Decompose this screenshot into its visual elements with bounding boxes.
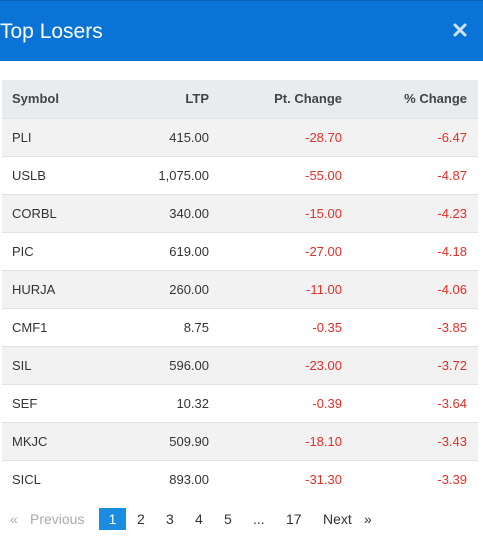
ltp-cell: 509.90 (122, 421, 209, 460)
table-row[interactable]: CMF1 8.75 -0.35 -3.85 (2, 307, 478, 346)
pct-change-cell: -4.18 (342, 231, 478, 270)
pt-change-cell: -28.70 (209, 117, 342, 156)
next-page-link[interactable]: Next (323, 511, 352, 527)
symbol-cell: PLI (2, 117, 122, 156)
symbol-cell: SICL (2, 459, 122, 498)
ltp-cell: 893.00 (122, 459, 209, 498)
pt-change-cell: -11.00 (209, 269, 342, 308)
symbol-cell: CMF1 (2, 307, 122, 346)
modal-header: Top Losers (0, 0, 483, 61)
ltp-cell: 340.00 (122, 193, 209, 232)
symbol-cell: SEF (2, 383, 122, 422)
page-link-2[interactable]: 2 (137, 511, 145, 527)
table-row[interactable]: PLI 415.00 -28.70 -6.47 (2, 117, 478, 156)
pt-change-cell: -15.00 (209, 193, 342, 232)
pct-change-cell: -4.23 (342, 193, 478, 232)
ltp-cell: 10.32 (122, 383, 209, 422)
table-row[interactable]: PIC 619.00 -27.00 -4.18 (2, 231, 478, 270)
table-row[interactable]: CORBL 340.00 -15.00 -4.23 (2, 193, 478, 232)
first-page-link[interactable]: « (10, 511, 18, 527)
pt-change-cell: -31.30 (209, 459, 342, 498)
column-header-ltp[interactable]: LTP (122, 80, 209, 119)
table-row[interactable]: SEF 10.32 -0.39 -3.64 (2, 383, 478, 422)
ltp-cell: 260.00 (122, 269, 209, 308)
ltp-cell: 596.00 (122, 345, 209, 384)
column-header-pct-change[interactable]: % Change (342, 80, 478, 119)
symbol-cell: SIL (2, 345, 122, 384)
page-link-17[interactable]: 17 (286, 511, 302, 527)
pagination: « Previous 1 2 3 4 5 ... 17 Next » (0, 508, 483, 530)
table-row[interactable]: MKJC 509.90 -18.10 -3.43 (2, 421, 478, 460)
page-link-1[interactable]: 1 (99, 508, 126, 530)
ltp-cell: 8.75 (122, 307, 209, 346)
modal-title: Top Losers (0, 20, 103, 43)
table-row[interactable]: HURJA 260.00 -11.00 -4.06 (2, 269, 478, 308)
pt-change-cell: -0.39 (209, 383, 342, 422)
pt-change-cell: -23.00 (209, 345, 342, 384)
pct-change-cell: -3.39 (342, 459, 478, 498)
pt-change-cell: -55.00 (209, 155, 342, 194)
table-row[interactable]: SIL 596.00 -23.00 -3.72 (2, 345, 478, 384)
symbol-cell: CORBL (2, 193, 122, 232)
top-losers-table-container: Symbol LTP Pt. Change % Change PLI 415.00… (2, 80, 478, 498)
ltp-cell: 1,075.00 (122, 155, 209, 194)
table-header-row: Symbol LTP Pt. Change % Change (2, 80, 478, 119)
pt-change-cell: -18.10 (209, 421, 342, 460)
page-link-5[interactable]: 5 (224, 511, 232, 527)
symbol-cell: HURJA (2, 269, 122, 308)
column-header-pt-change[interactable]: Pt. Change (209, 80, 342, 119)
pt-change-cell: -0.35 (209, 307, 342, 346)
symbol-cell: MKJC (2, 421, 122, 460)
symbol-cell: USLB (2, 155, 122, 194)
pct-change-cell: -4.06 (342, 269, 478, 308)
top-losers-table: Symbol LTP Pt. Change % Change PLI 415.00… (2, 80, 478, 498)
column-header-symbol[interactable]: Symbol (2, 80, 122, 119)
pct-change-cell: -3.64 (342, 383, 478, 422)
ltp-cell: 415.00 (122, 117, 209, 156)
table-row[interactable]: SICL 893.00 -31.30 -3.39 (2, 459, 478, 498)
symbol-cell: PIC (2, 231, 122, 270)
last-page-link[interactable]: » (364, 511, 372, 527)
pct-change-cell: -4.87 (342, 155, 478, 194)
pct-change-cell: -3.85 (342, 307, 478, 346)
pagination-ellipsis: ... (253, 511, 265, 527)
pt-change-cell: -27.00 (209, 231, 342, 270)
close-icon[interactable] (453, 23, 467, 37)
pct-change-cell: -6.47 (342, 117, 478, 156)
table-row[interactable]: USLB 1,075.00 -55.00 -4.87 (2, 155, 478, 194)
page-link-4[interactable]: 4 (195, 511, 203, 527)
page-link-3[interactable]: 3 (166, 511, 174, 527)
ltp-cell: 619.00 (122, 231, 209, 270)
pct-change-cell: -3.43 (342, 421, 478, 460)
pct-change-cell: -3.72 (342, 345, 478, 384)
previous-page-link[interactable]: Previous (30, 511, 85, 527)
